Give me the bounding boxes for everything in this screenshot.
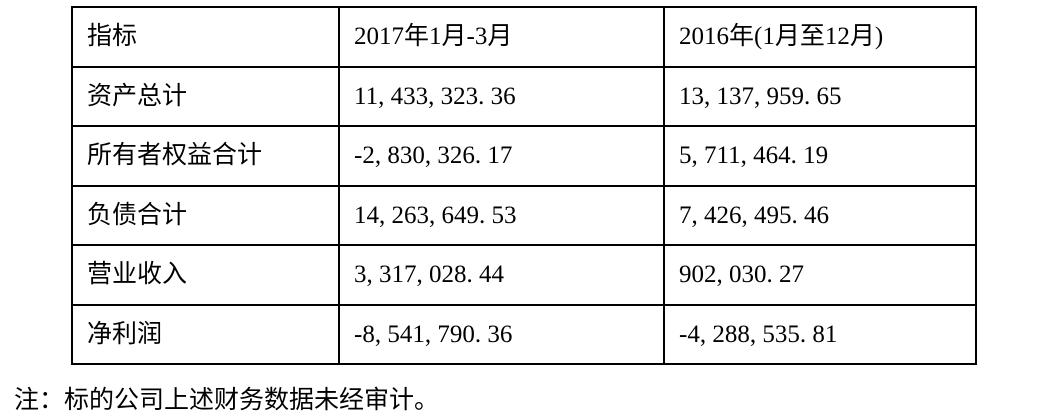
row-label: 净利润 bbox=[71, 303, 340, 365]
table-row: 所有者权益合计 -2, 830, 326. 17 5, 711, 464. 19 bbox=[71, 125, 977, 187]
row-label: 所有者权益合计 bbox=[71, 125, 340, 187]
cell-2016-value: 7, 426, 495. 46 bbox=[663, 184, 977, 246]
table-row: 营业收入 3, 317, 028. 44 902, 030. 27 bbox=[71, 244, 977, 306]
cell-2017-value: -8, 541, 790. 36 bbox=[338, 303, 665, 365]
row-label: 资产总计 bbox=[71, 65, 340, 127]
financial-summary-table: 指标 2017年1月-3月 2016年(1月至12月) 资产总计 11, 433… bbox=[71, 6, 977, 365]
footnote: 注：标的公司上述财务数据未经审计。 bbox=[14, 387, 440, 414]
row-label: 负债合计 bbox=[71, 184, 340, 246]
cell-2016-value: 902, 030. 27 bbox=[663, 244, 977, 306]
cell-2016-value: 13, 137, 959. 65 bbox=[663, 65, 977, 127]
cell-2017-value: -2, 830, 326. 17 bbox=[338, 125, 665, 187]
cell-2017-value: 3, 317, 028. 44 bbox=[338, 244, 665, 306]
table-row: 净利润 -8, 541, 790. 36 -4, 288, 535. 81 bbox=[71, 303, 977, 365]
table-row: 负债合计 14, 263, 649. 53 7, 426, 495. 46 bbox=[71, 184, 977, 246]
row-label: 营业收入 bbox=[71, 244, 340, 306]
table-row: 资产总计 11, 433, 323. 36 13, 137, 959. 65 bbox=[71, 65, 977, 127]
cell-2017-value: 14, 263, 649. 53 bbox=[338, 184, 665, 246]
table-header-row: 指标 2017年1月-3月 2016年(1月至12月) bbox=[71, 6, 977, 68]
header-indicator: 指标 bbox=[71, 6, 340, 68]
header-period-2017: 2017年1月-3月 bbox=[338, 6, 665, 68]
header-period-2016: 2016年(1月至12月) bbox=[663, 6, 977, 68]
cell-2016-value: -4, 288, 535. 81 bbox=[663, 303, 977, 365]
cell-2016-value: 5, 711, 464. 19 bbox=[663, 125, 977, 187]
cell-2017-value: 11, 433, 323. 36 bbox=[338, 65, 665, 127]
